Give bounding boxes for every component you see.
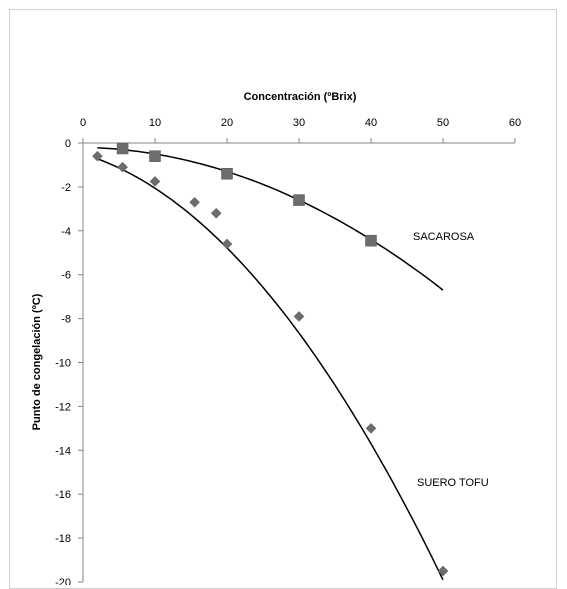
data-point-suero-tofu: [221, 238, 233, 250]
y-tick-label: 0: [65, 138, 71, 150]
data-point-suero-tofu: [293, 311, 305, 322]
x-tick-label: 60: [509, 117, 521, 129]
axes: 0 10 20 30 40 50 60 0 -2 -4 -6 -8 -10 -12 -14 -16 -18 -20: [55, 117, 521, 585]
series-labels: SACAROSA SUERO TOFU: [413, 231, 489, 489]
data-point-sacarosa: [221, 167, 233, 180]
data-point-sacarosa: [116, 142, 129, 155]
y-tick-label: -2: [61, 182, 71, 194]
series-label-sacarosa: SACAROSA: [413, 231, 475, 243]
chart-area: [9, 9, 557, 589]
y-tick-label: -18: [55, 533, 71, 545]
data-markers: [92, 142, 449, 577]
data-point-suero-tofu: [149, 176, 161, 187]
data-point-sacarosa: [293, 194, 305, 206]
data-point-suero-tofu: [92, 150, 103, 162]
y-tick-label: -8: [61, 314, 71, 326]
trendline-suero-tofu: [97, 158, 444, 581]
y-tick-label: -4: [61, 226, 71, 238]
x-axis-title: Concentración (ºBrix): [244, 91, 357, 103]
x-tick-label: 0: [80, 117, 86, 129]
x-tick-label: 10: [149, 117, 161, 129]
data-point-suero-tofu: [117, 161, 128, 173]
x-tick-label: 40: [365, 117, 377, 129]
x-tick-label: 50: [437, 117, 449, 129]
trendlines: [97, 147, 444, 581]
y-tick-label: -6: [61, 270, 71, 282]
data-point-suero-tofu: [210, 207, 222, 219]
data-point-sacarosa: [149, 150, 161, 162]
data-point-suero-tofu: [189, 196, 200, 208]
x-tick-label: 20: [221, 117, 233, 129]
y-tick-label: -20: [55, 577, 71, 585]
y-tick-label: -12: [55, 401, 71, 413]
y-tick-label: -14: [55, 445, 71, 457]
x-tick-label: 30: [293, 117, 305, 129]
series-label-suero-tofu: SUERO TOFU: [417, 477, 489, 489]
y-tick-label: -10: [55, 358, 71, 370]
data-point-sacarosa: [365, 234, 377, 247]
data-point-suero-tofu: [437, 565, 449, 577]
y-tick-label: -16: [55, 489, 71, 501]
data-point-suero-tofu: [365, 422, 377, 434]
y-axis-title: Punto de congelación (ºC): [31, 293, 43, 430]
trendline-sacarosa: [97, 147, 444, 291]
